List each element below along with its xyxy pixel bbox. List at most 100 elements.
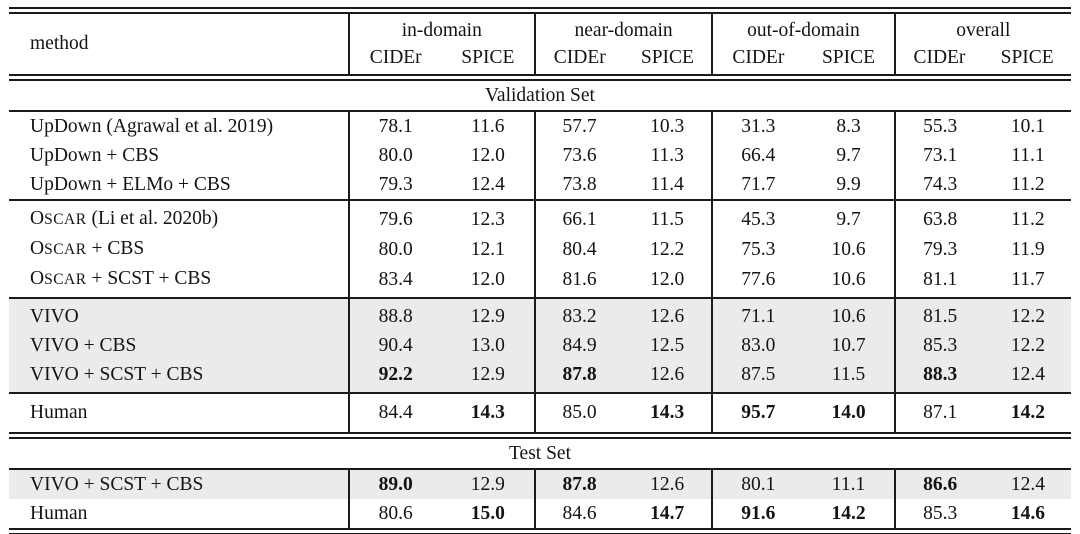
results-table: method in-domain CIDEr SPICE near-domain… — [9, 7, 1071, 534]
value-cell: 81.1 — [893, 264, 985, 298]
table-row: OSCAR + CBS 80.0 12.1 80.4 12.2 75.3 10.6 79.3 1… — [9, 234, 1071, 264]
value-cell: 83.0 — [711, 331, 804, 360]
value-cell: 12.9 — [441, 469, 535, 499]
value-cell: 11.2 — [1011, 174, 1045, 195]
value-cell: 12.2 — [984, 297, 1071, 331]
method-text-part: O — [30, 238, 45, 259]
method-text-part: SCAR — [44, 271, 87, 288]
subcol-label-cider: CIDEr — [732, 47, 785, 68]
value-cell: 12.1 — [470, 238, 505, 260]
value-cell: 81.6 — [533, 264, 624, 298]
table-row: OSCAR + SCST + CBS 83.4 12.0 81.6 12.0 77.6 10… — [9, 264, 1071, 298]
section-title: Validation Set — [9, 77, 1071, 112]
value-cell: 12.4 — [470, 174, 505, 195]
group-label-out-of-domain: out-of-domain — [747, 20, 860, 41]
value-cell: 11.7 — [1011, 268, 1045, 290]
value-cell: 12.2 — [650, 238, 685, 260]
group-label-near-domain: near-domain — [574, 20, 673, 41]
table-body: Validation Set UpDown (Agrawal et al. 201… — [9, 77, 1071, 534]
value-cell: 71.1 — [711, 297, 804, 331]
method-cell: Human — [9, 499, 349, 534]
value-cell: 85.0 — [533, 392, 624, 436]
value-cell: 12.4 — [984, 469, 1071, 499]
method-text-part: O — [30, 208, 45, 229]
value-cell: 11.4 — [650, 174, 684, 195]
value-cell: 14.2 — [803, 499, 895, 534]
value-cell: 85.3 — [893, 499, 985, 534]
table-row: VIVO + CBS 90.4 13.0 84.9 12.5 83.0 10.7 85.3 12… — [9, 331, 1071, 360]
value-cell: 88.8 — [347, 297, 442, 331]
value-cell: 63.8 — [893, 199, 985, 234]
table-row: VIVO 88.8 12.9 83.2 12.6 71.1 10.6 81.5 12.2 — [9, 297, 1071, 331]
value-cell: 10.6 — [803, 297, 895, 331]
value-cell: 11.1 — [1011, 145, 1045, 166]
value-cell: 79.6 — [347, 199, 442, 234]
value-cell: 12.5 — [623, 331, 713, 360]
method-cell: VIVO + SCST + CBS — [9, 469, 349, 499]
method-text-part: O — [30, 268, 45, 289]
method-text-part: + SCST + CBS — [86, 268, 212, 289]
method-cell: OSCAR + SCST + CBS — [9, 264, 349, 298]
value-cell: 12.4 — [984, 360, 1071, 393]
group-label-overall: overall — [956, 20, 1011, 41]
subcol-label-cider: CIDEr — [369, 47, 422, 68]
subcol-label-spice: SPICE — [640, 47, 694, 68]
value-cell: 80.1 — [711, 469, 804, 499]
section-title: Test Set — [9, 432, 1071, 470]
col-header-near-domain: near-domain CIDEr SPICE — [533, 7, 713, 81]
value-cell: 11.5 — [803, 360, 895, 393]
table-row: OSCAR (Li et al. 2020b) 79.6 12.3 66.1 11.5 4… — [9, 199, 1071, 234]
value-cell: 9.9 — [836, 174, 861, 195]
value-cell: 92.2 — [347, 360, 442, 393]
value-cell: 45.3 — [711, 199, 804, 234]
value-cell: 87.8 — [533, 360, 624, 393]
value-cell: 9.7 — [836, 145, 861, 166]
value-cell: 12.3 — [441, 199, 535, 234]
value-cell: 12.6 — [623, 360, 713, 393]
value-cell: 90.4 — [347, 331, 442, 360]
method-cell: UpDown (Agrawal et al. 2019) — [30, 116, 274, 137]
value-cell: 12.9 — [441, 297, 535, 331]
subcol-label-cider: CIDEr — [913, 47, 966, 68]
value-cell: 80.6 — [347, 499, 442, 534]
value-cell: 31.3 — [711, 111, 804, 141]
value-cell: 74.3 — [893, 170, 985, 200]
table-row: UpDown + ELMo + CBS 79.3 12.4 73.8 11.4 71.7 9… — [9, 170, 1071, 200]
section-title-row: Validation Set — [9, 77, 1071, 112]
value-cell: 57.7 — [533, 111, 624, 141]
method-text-part: + CBS — [86, 238, 145, 259]
value-cell: 79.3 — [347, 170, 442, 200]
value-cell: 11.6 — [471, 116, 505, 137]
method-text-part: SCAR — [44, 211, 87, 228]
value-cell: 83.2 — [533, 297, 624, 331]
value-cell: 14.0 — [803, 392, 895, 436]
value-cell: 78.1 — [347, 111, 442, 141]
value-cell: 15.0 — [441, 499, 535, 534]
value-cell: 8.3 — [836, 116, 861, 137]
value-cell: 11.3 — [650, 145, 684, 166]
value-cell: 79.3 — [893, 234, 985, 264]
subcol-label-spice: SPICE — [1000, 47, 1054, 68]
value-cell: 91.6 — [711, 499, 804, 534]
method-cell: OSCAR (Li et al. 2020b) — [9, 199, 349, 234]
group-label-in-domain: in-domain — [401, 20, 482, 41]
table-row: UpDown (Agrawal et al. 2019) 78.1 11.6 57.7… — [9, 111, 1071, 141]
subcol-label-cider: CIDEr — [553, 47, 606, 68]
value-cell: 71.7 — [711, 170, 804, 200]
value-cell: 80.4 — [533, 234, 624, 264]
method-cell: UpDown + CBS — [30, 145, 160, 166]
value-cell: 12.0 — [650, 268, 685, 290]
value-cell: 10.6 — [831, 238, 866, 260]
value-cell: 85.3 — [893, 331, 985, 360]
value-cell: 10.1 — [1010, 116, 1045, 137]
value-cell: 80.0 — [347, 234, 442, 264]
table-row: UpDown + CBS 80.0 12.0 73.6 11.3 66.4 9.7 73.1 1… — [9, 141, 1071, 170]
value-cell: 88.3 — [893, 360, 985, 393]
value-cell: 14.3 — [623, 392, 713, 436]
value-cell: 12.0 — [470, 145, 505, 166]
value-cell: 14.2 — [984, 392, 1071, 436]
value-cell: 81.5 — [893, 297, 985, 331]
col-header-out-of-domain: out-of-domain CIDEr SPICE — [711, 7, 895, 81]
table-row: VIVO + SCST + CBS 92.2 12.9 87.8 12.6 87.5 11.… — [9, 360, 1071, 393]
value-cell: 75.3 — [711, 234, 804, 264]
